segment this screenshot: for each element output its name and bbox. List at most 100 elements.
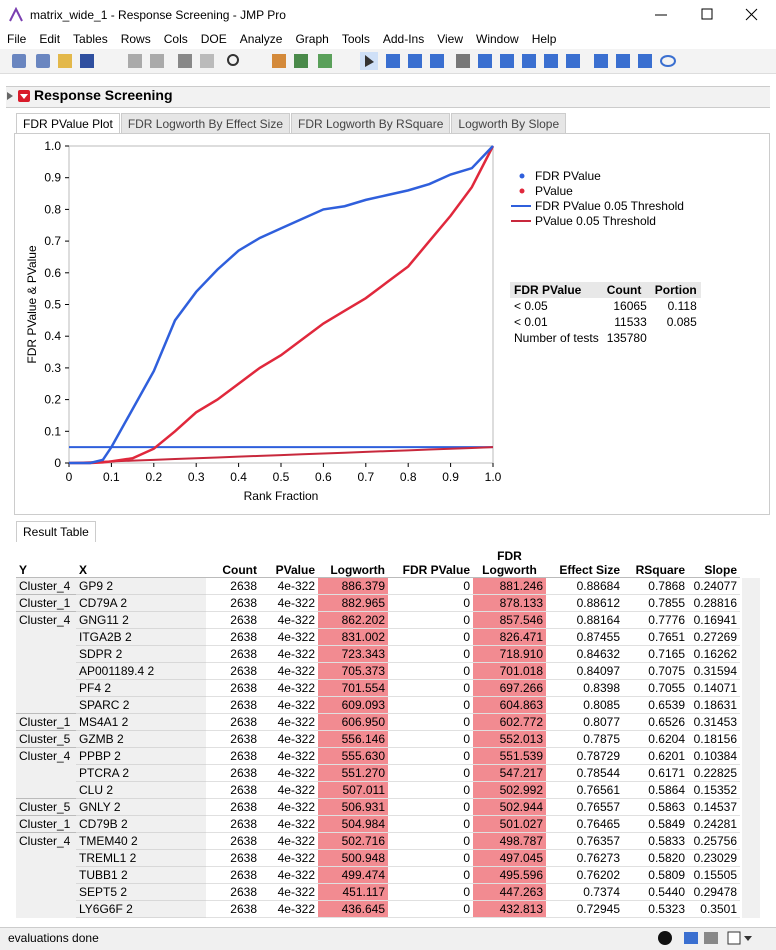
result-row: CLU 2 2638 4e-322 507.011 0 502.992 0.76561 0.5… (16, 781, 740, 799)
title-bar (0, 0, 776, 30)
result-row: Cluster_5 GZMB 2 2638 4e-322 556.146 0 552.013… (16, 730, 740, 748)
result-cell: 500.948 (318, 849, 388, 867)
result-cell: 2638 (206, 781, 260, 799)
outline-toggles[interactable] (6, 89, 32, 103)
result-cell: 0.78729 (546, 747, 623, 765)
result-header-cell[interactable]: Count (206, 545, 260, 578)
menu-item[interactable]: Cols (163, 32, 188, 46)
result-cell: 0.88684 (546, 577, 623, 595)
menu-item[interactable]: Tools (341, 32, 370, 46)
result-cell: GNG11 2 (76, 611, 206, 629)
result-cell: 507.011 (318, 781, 388, 799)
menu-item[interactable]: View (437, 32, 463, 46)
tab[interactable]: FDR Logworth By Effect Size (120, 113, 290, 134)
result-cell: 0 (388, 730, 473, 748)
result-cell: 497.045 (473, 849, 546, 867)
result-cell: 0.14537 (688, 798, 740, 816)
close[interactable] (745, 8, 758, 21)
menu-item[interactable]: Add-Ins (382, 32, 425, 46)
result-cell: 506.931 (318, 798, 388, 816)
result-header-cell[interactable]: X (76, 545, 206, 578)
stats-cell: < 0.01 (514, 315, 548, 329)
result-cell: 2638 (206, 747, 260, 765)
result-cell: 4e-322 (260, 747, 318, 765)
x-tick-label: 0.1 (103, 470, 120, 484)
result-cell: 0 (388, 764, 473, 782)
result-cell: 0.76357 (546, 832, 623, 850)
result-header-cell[interactable]: RSquare (623, 545, 688, 578)
y-tick-label: 0.5 (44, 298, 61, 312)
window-title: matrix_wide_1 - Response Screening - JMP… (30, 8, 286, 22)
menu-item[interactable]: Window (476, 32, 519, 46)
result-cell: 0.7055 (623, 679, 688, 697)
y-tick-label: 0.1 (44, 424, 61, 438)
result-header-cell[interactable]: Slope (688, 545, 740, 578)
result-cell: 0 (388, 594, 473, 612)
result-row: PTCRA 2 2638 4e-322 551.270 0 547.217 0.78544 0… (16, 764, 740, 782)
result-header-cell[interactable]: Effect Size (546, 545, 623, 578)
tab[interactable]: Logworth By Slope (451, 113, 567, 134)
scrollbar[interactable] (742, 578, 760, 918)
menu-item[interactable]: Edit (39, 32, 61, 46)
result-cell: 0.24077 (688, 577, 740, 595)
status-icons[interactable] (656, 929, 766, 947)
series-line (69, 145, 494, 465)
menu-item[interactable]: Graph (295, 32, 329, 46)
result-cell: 2638 (206, 713, 260, 731)
x-tick-label: 0 (66, 470, 73, 484)
result-cell: 2638 (206, 866, 260, 884)
result-cell: 0.5864 (623, 781, 688, 799)
result-header-cell[interactable]: FDR PValue (388, 545, 473, 578)
window-controls[interactable] (640, 0, 776, 30)
x-tick-label: 0.5 (273, 470, 290, 484)
result-row: TREML1 2 2638 4e-322 500.948 0 497.045 0.76273… (16, 849, 740, 867)
result-cell: 0 (388, 781, 473, 799)
result-cell: 4e-322 (260, 577, 318, 595)
result-cell: 4e-322 (260, 594, 318, 612)
result-header-cell[interactable]: PValue (260, 545, 318, 578)
menu-item[interactable]: Rows (120, 32, 151, 46)
result-cell: CLU 2 (76, 781, 206, 799)
result-cell: 0.6526 (623, 713, 688, 731)
result-cell: 0.78544 (546, 764, 623, 782)
result-cell: 886.379 (318, 577, 388, 595)
result-cell: 504.984 (318, 815, 388, 833)
result-header-cell[interactable]: FDR Logworth (473, 545, 546, 578)
result-cell: 451.117 (318, 883, 388, 901)
menu-item[interactable]: Tables (73, 32, 108, 46)
result-cell (16, 645, 76, 663)
result-cell: GP9 2 (76, 577, 206, 595)
maximize[interactable] (701, 8, 713, 20)
result-row: Cluster_4 TMEM40 2 2638 4e-322 502.716 0 498.7… (16, 832, 740, 850)
result-header-cell[interactable]: Logworth (318, 545, 388, 578)
legend-dot (519, 173, 525, 179)
result-cell: 0.88164 (546, 611, 623, 629)
result-header-cell[interactable]: Y (16, 545, 76, 578)
result-cell: 2638 (206, 883, 260, 901)
result-tab[interactable]: Result Table (16, 521, 96, 542)
result-cell: 831.002 (318, 628, 388, 646)
result-cell: 4e-322 (260, 662, 318, 680)
stats-cell: 0.085 (666, 315, 697, 329)
result-cell: 0.15352 (688, 781, 740, 799)
menu-item[interactable]: Analyze (239, 32, 283, 46)
x-axis-label: Rank Fraction (244, 489, 319, 503)
menu-item[interactable]: File (7, 32, 27, 46)
result-cell: 502.992 (473, 781, 546, 799)
menu-item[interactable]: Help (531, 32, 557, 46)
menu-item[interactable]: DOE (200, 32, 227, 46)
result-cell: 2638 (206, 696, 260, 714)
result-table: Y X Count PValue Logworth FDR PValue FDR Logwo… (16, 545, 740, 918)
result-cell: 2638 (206, 798, 260, 816)
tab[interactable]: FDR PValue Plot (16, 113, 120, 134)
result-cell: 4e-322 (260, 696, 318, 714)
toolbar-icons[interactable] (0, 49, 700, 73)
stats-header-cell: Portion (650, 282, 701, 298)
result-cell: 0.18156 (688, 730, 740, 748)
result-row: TUBB1 2 2638 4e-322 499.474 0 495.596 0.76202 0… (16, 866, 740, 884)
result-cell: 502.944 (473, 798, 546, 816)
legend-dot (519, 188, 525, 194)
result-cell: 0.5833 (623, 832, 688, 850)
tab[interactable]: FDR Logworth By RSquare (291, 113, 451, 134)
result-cell: 723.343 (318, 645, 388, 663)
